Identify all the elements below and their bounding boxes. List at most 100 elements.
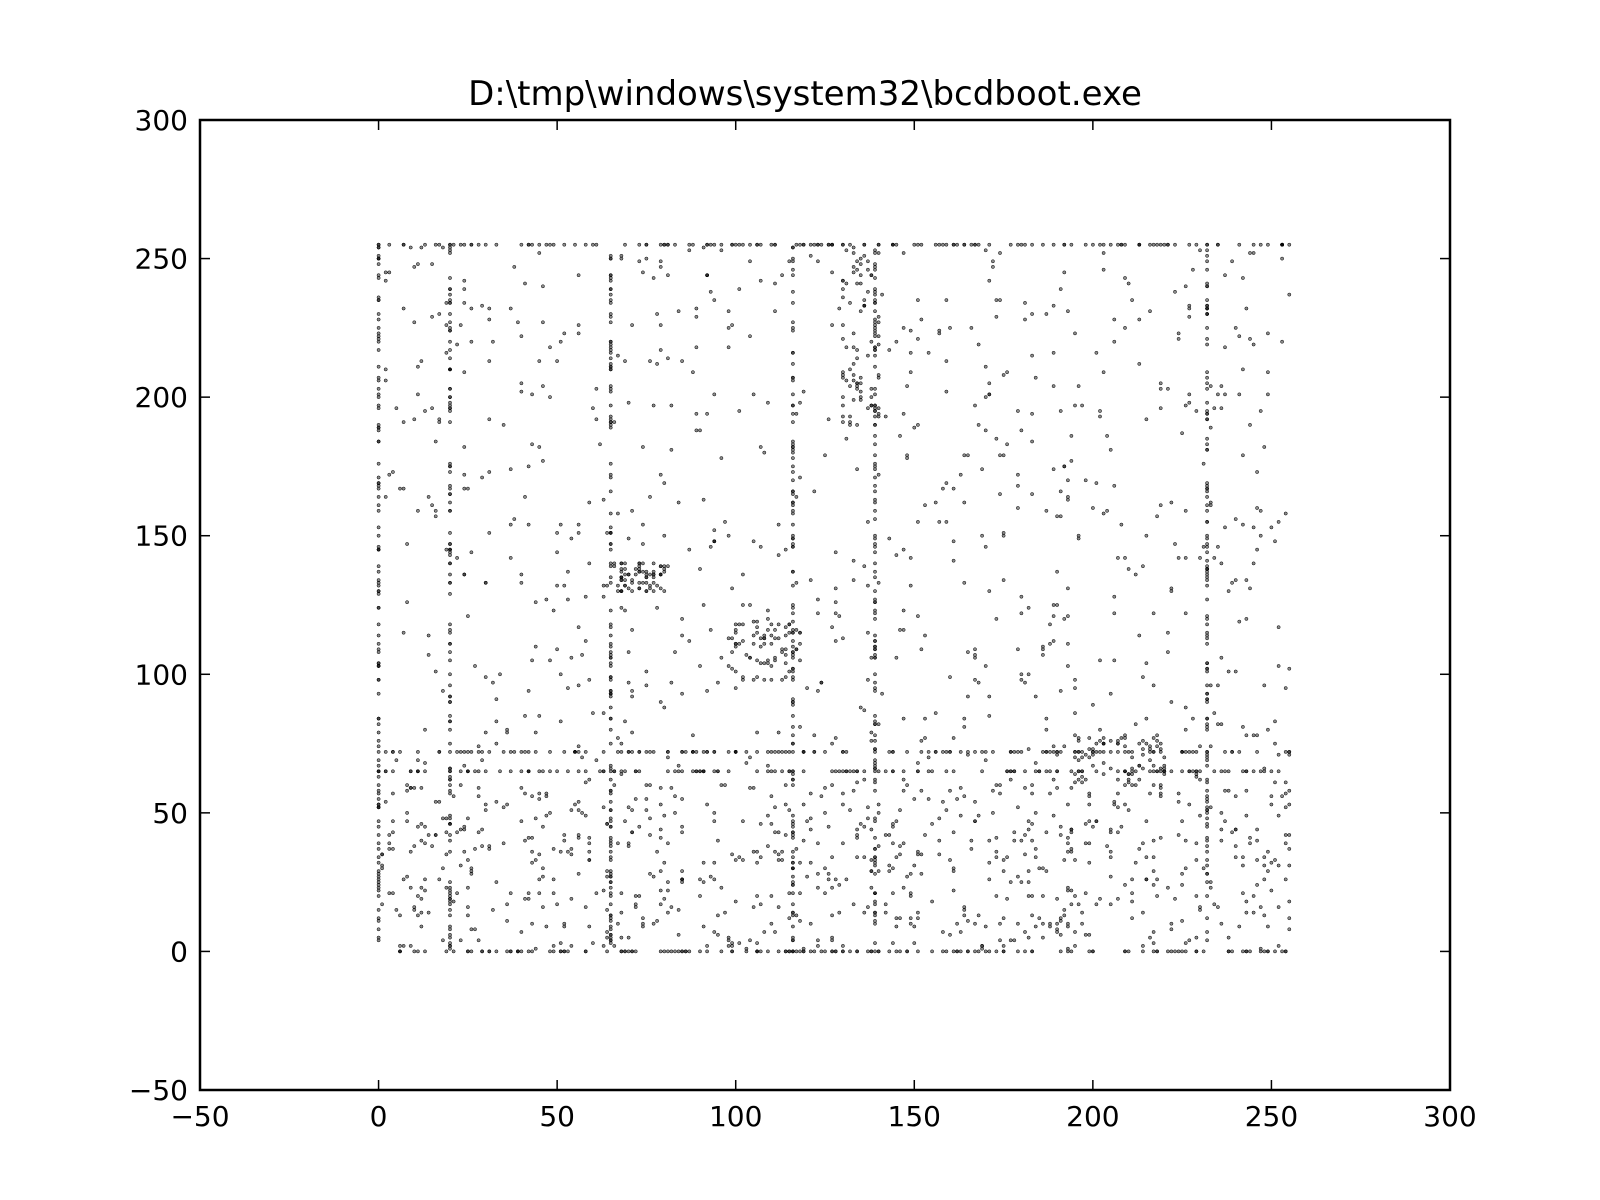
scatter-point [637, 259, 642, 264]
scatter-point [787, 622, 792, 627]
scatter-point [851, 345, 856, 350]
scatter-point [426, 633, 431, 638]
scatter-point [680, 877, 684, 882]
scatter-point [387, 472, 392, 477]
scatter-point [791, 902, 795, 907]
scatter-point [512, 265, 517, 269]
scatter-point [1151, 941, 1156, 945]
scatter-point [783, 750, 788, 754]
scatter-point [1226, 949, 1231, 954]
scatter-point [541, 320, 545, 325]
scatter-point [1066, 641, 1070, 646]
scatter-point [583, 594, 588, 599]
scatter-point [1151, 949, 1156, 954]
scatter-point [508, 949, 513, 954]
scatter-point [873, 287, 877, 291]
scatter-point [1066, 802, 1070, 807]
scatter-point [1205, 267, 1209, 272]
scatter-point [387, 841, 392, 846]
scatter-point [873, 639, 877, 643]
scatter-point [937, 242, 942, 247]
scatter-point [1030, 949, 1034, 954]
scatter-point [537, 359, 542, 363]
scatter-point [1205, 930, 1209, 934]
scatter-point [873, 323, 877, 327]
scatter-point [1287, 899, 1292, 904]
scatter-point [798, 242, 802, 247]
scatter-point [423, 841, 427, 846]
scatter-point [1205, 409, 1209, 413]
scatter-point [783, 547, 788, 552]
scatter-point [1048, 750, 1052, 754]
scatter-point [983, 949, 988, 954]
scatter-point [651, 569, 656, 574]
scatter-point [376, 508, 381, 513]
scatter-point [698, 769, 702, 774]
scatter-point [855, 780, 859, 785]
scatter-point [376, 774, 381, 779]
scatter-point [851, 245, 856, 250]
scatter-point [680, 824, 684, 829]
scatter-point [1094, 741, 1099, 746]
scatter-point [1241, 863, 1245, 868]
scatter-point [530, 949, 534, 954]
scatter-point [612, 769, 617, 774]
scatter-point [1073, 780, 1077, 785]
scatter-point [1087, 802, 1092, 807]
scatter-point [966, 919, 970, 923]
scatter-point [801, 838, 806, 843]
scatter-point [791, 741, 795, 746]
scatter-point [587, 835, 592, 840]
scatter-point [683, 949, 688, 954]
scatter-point [1048, 791, 1052, 796]
scatter-point [1148, 747, 1152, 751]
scatter-point [987, 278, 992, 283]
scatter-point [530, 392, 534, 397]
scatter-point [1030, 312, 1034, 316]
scatter-point [1155, 744, 1159, 749]
scatter-point [623, 949, 627, 954]
scatter-point [773, 750, 777, 754]
scatter-point [791, 273, 795, 278]
scatter-point [887, 833, 892, 837]
scatter-point [562, 750, 567, 754]
scatter-point [1205, 808, 1209, 812]
scatter-point [841, 791, 845, 796]
scatter-point [873, 738, 877, 743]
scatter-point [916, 852, 920, 857]
scatter-point [748, 242, 752, 247]
scatter-point [541, 874, 545, 879]
scatter-point [616, 841, 620, 846]
scatter-point [651, 403, 656, 408]
scatter-point [637, 564, 642, 569]
scatter-point [1251, 525, 1256, 530]
scatter-point [944, 808, 949, 812]
scatter-point [1073, 677, 1077, 682]
scatter-point [969, 326, 974, 330]
scatter-point [626, 844, 631, 848]
scatter-point [791, 450, 795, 455]
scatter-point [1058, 489, 1063, 494]
scatter-point [841, 370, 845, 375]
scatter-point [623, 242, 627, 247]
scatter-point [608, 362, 613, 366]
scatter-point [558, 522, 563, 527]
scatter-point [441, 938, 445, 943]
scatter-point [958, 472, 963, 477]
scatter-point [1016, 472, 1020, 477]
scatter-point [608, 891, 613, 896]
scatter-point [848, 420, 852, 424]
scatter-point [816, 597, 820, 602]
scatter-point [791, 675, 795, 679]
scatter-point [1091, 949, 1095, 954]
scatter-point [601, 944, 606, 948]
scatter-point [937, 331, 942, 336]
scatter-point [1169, 589, 1174, 593]
scatter-point [1051, 614, 1056, 618]
scatter-point [873, 672, 877, 677]
scatter-point [562, 242, 567, 247]
scatter-point [469, 750, 474, 754]
scatter-point [1205, 822, 1209, 826]
scatter-point [1098, 414, 1102, 419]
scatter-point [919, 242, 924, 247]
